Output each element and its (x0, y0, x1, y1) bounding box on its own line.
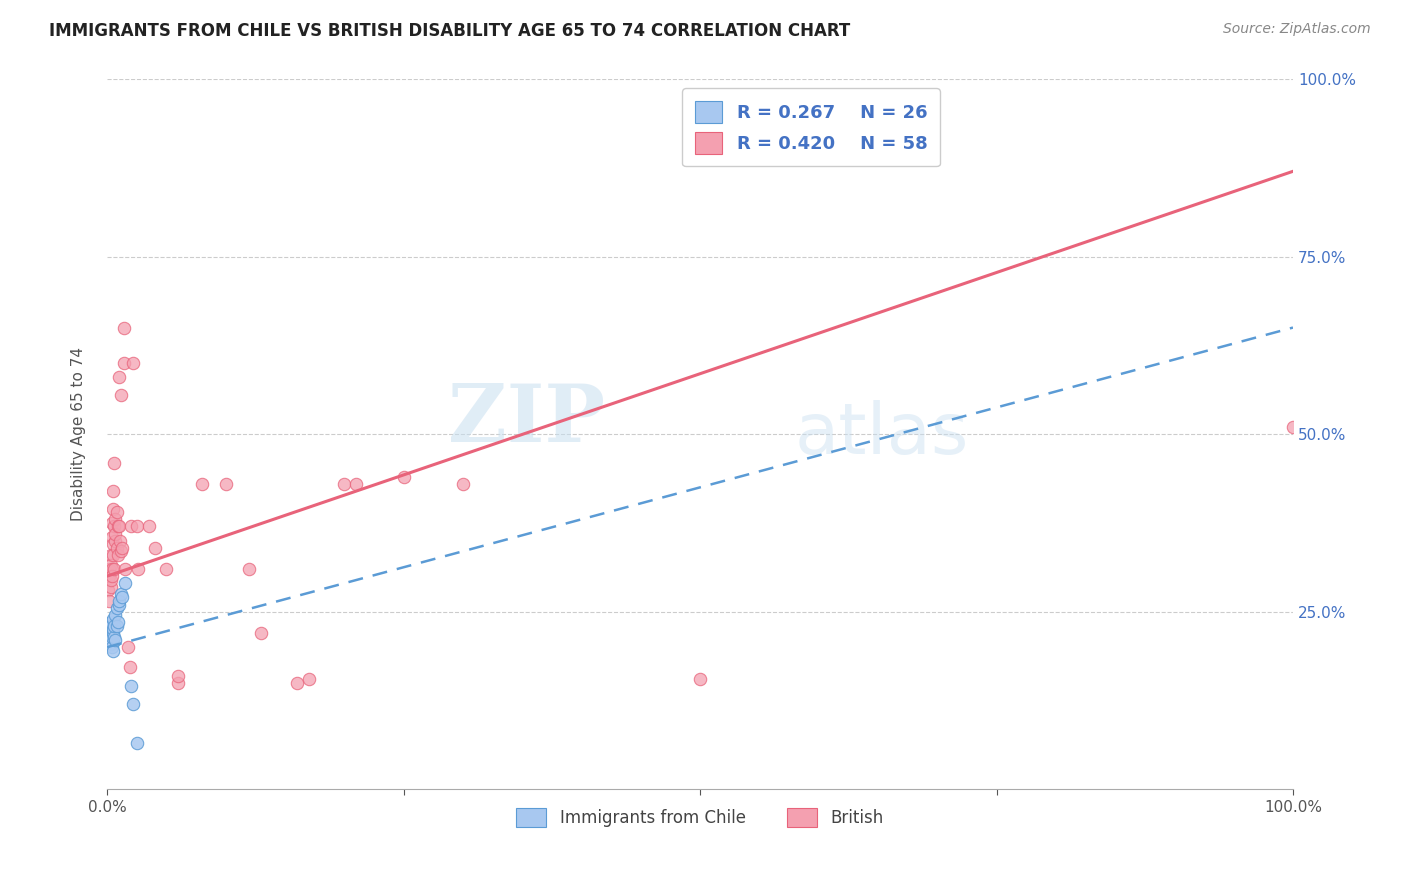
Point (104, 526, 127, 541)
Point (110, 587, 132, 601)
Point (101, 630, 124, 644)
Point (167, 668, 190, 682)
Point (101, 626, 124, 640)
Point (98, 630, 121, 644)
Point (105, 619, 128, 633)
Point (103, 619, 125, 633)
Point (112, 320, 135, 334)
Point (108, 598, 131, 612)
Text: IMMIGRANTS FROM CHILE VS BRITISH DISABILITY AGE 65 TO 74 CORRELATION CHART: IMMIGRANTS FROM CHILE VS BRITISH DISABIL… (49, 22, 851, 40)
Point (108, 533, 131, 548)
Point (155, 562, 177, 576)
Point (101, 640, 124, 655)
Point (100, 558, 122, 573)
Point (110, 544, 132, 558)
Point (100, 580, 122, 594)
Point (191, 476, 214, 491)
Y-axis label: Disability Age 65 to 74: Disability Age 65 to 74 (72, 347, 86, 521)
Point (100, 637, 122, 651)
Point (167, 675, 190, 690)
Point (100, 615, 122, 630)
Point (1282, 420, 1305, 434)
Point (105, 505, 128, 519)
Point (98, 569, 121, 583)
Point (101, 483, 124, 498)
Point (250, 626, 273, 640)
Point (101, 644, 124, 658)
Point (101, 548, 124, 562)
Point (689, 672, 711, 686)
Point (97, 583, 120, 598)
Point (125, 736, 148, 750)
Point (104, 533, 127, 548)
Point (101, 626, 124, 640)
Point (98, 594, 121, 608)
Point (451, 476, 474, 491)
Point (122, 356, 145, 370)
Point (120, 519, 142, 533)
Point (104, 608, 127, 623)
Point (111, 541, 134, 555)
Point (112, 356, 135, 370)
Point (114, 562, 136, 576)
Point (101, 569, 124, 583)
Point (122, 697, 145, 711)
Point (108, 370, 131, 384)
Point (138, 519, 160, 533)
Point (392, 469, 415, 483)
Point (111, 591, 134, 605)
Point (100, 573, 122, 587)
Point (125, 519, 148, 533)
Point (100, 619, 122, 633)
Point (101, 612, 124, 626)
Point (104, 633, 127, 648)
Point (127, 562, 149, 576)
Point (108, 594, 131, 608)
Point (107, 519, 129, 533)
Point (107, 615, 129, 630)
Point (103, 630, 125, 644)
Point (101, 562, 124, 576)
Point (108, 519, 131, 533)
Point (101, 623, 124, 637)
Text: ZIP: ZIP (449, 381, 605, 458)
Point (98, 562, 121, 576)
Point (105, 601, 128, 615)
Point (238, 562, 260, 576)
Point (344, 476, 367, 491)
Point (120, 679, 142, 693)
Point (100, 548, 122, 562)
Text: Source: ZipAtlas.com: Source: ZipAtlas.com (1223, 22, 1371, 37)
Point (101, 501, 124, 516)
Point (103, 519, 125, 533)
Legend: Immigrants from Chile, British: Immigrants from Chile, British (509, 802, 890, 834)
Point (333, 476, 356, 491)
Point (103, 562, 125, 576)
Point (117, 640, 139, 655)
Point (105, 541, 128, 555)
Point (298, 672, 321, 686)
Point (101, 537, 124, 551)
Point (285, 675, 308, 690)
Point (104, 512, 127, 526)
Point (101, 516, 124, 530)
Point (118, 660, 141, 674)
Point (143, 541, 166, 555)
Point (114, 576, 136, 591)
Text: atlas: atlas (794, 400, 969, 468)
Point (107, 548, 129, 562)
Point (101, 530, 124, 544)
Point (103, 456, 125, 470)
Point (215, 476, 238, 491)
Point (110, 388, 132, 402)
